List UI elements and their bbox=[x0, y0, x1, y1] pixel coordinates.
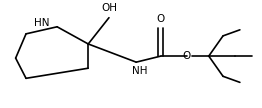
Text: O: O bbox=[157, 14, 165, 24]
Text: HN: HN bbox=[34, 18, 49, 28]
Text: NH: NH bbox=[132, 66, 148, 76]
Text: OH: OH bbox=[101, 3, 117, 13]
Text: O: O bbox=[183, 51, 191, 61]
